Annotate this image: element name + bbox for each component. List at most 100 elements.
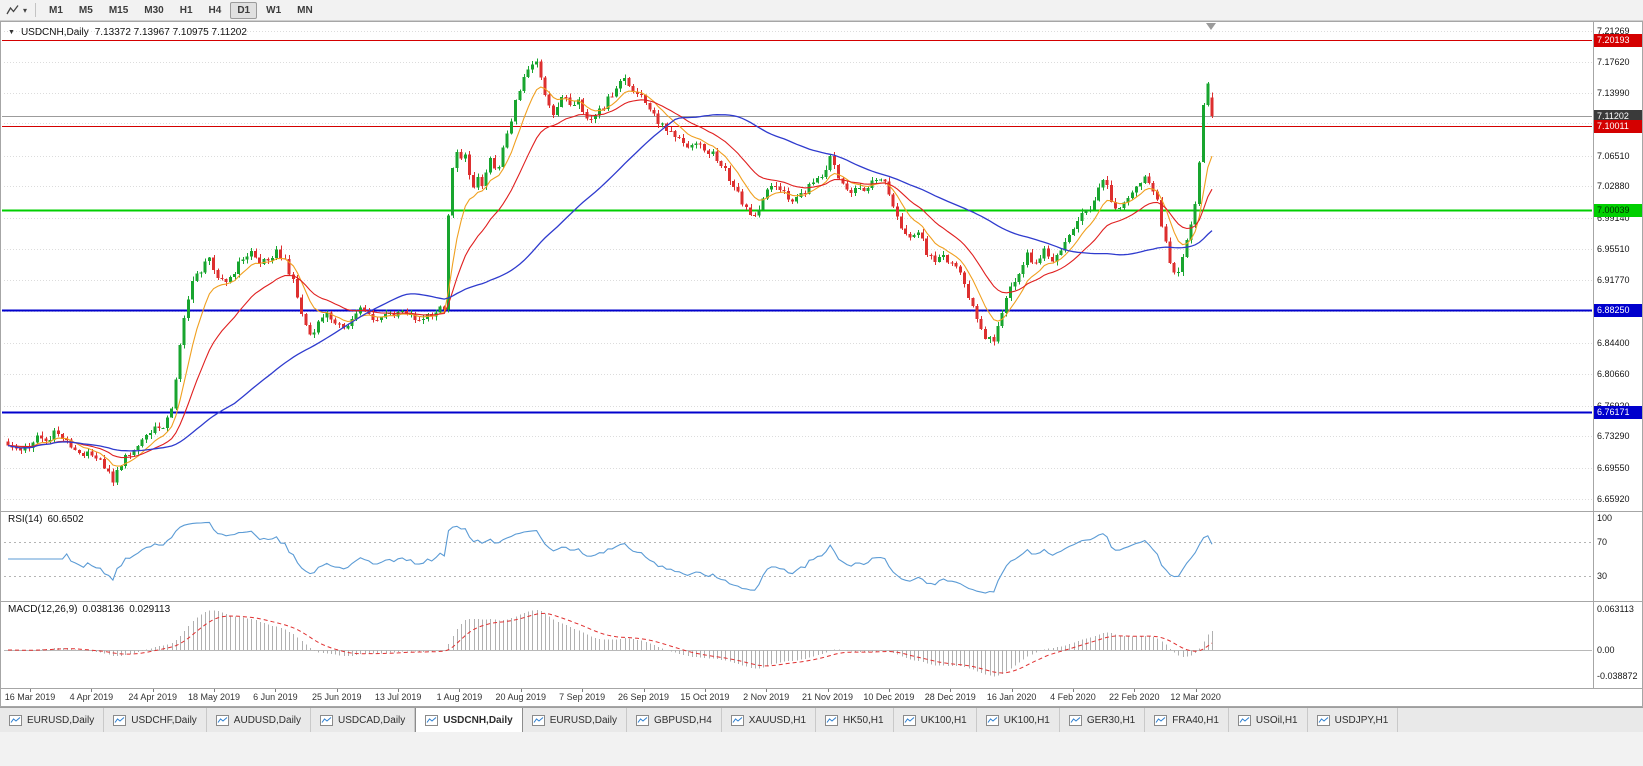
mini-chart-icon <box>1154 714 1168 726</box>
price-axis-label: 6.99140 <box>1597 212 1630 223</box>
chart-tab-label: USOil,H1 <box>1255 714 1298 726</box>
price-axis-label: 7.21269 <box>1597 26 1630 36</box>
chart-title: ▼ USDCNH,Daily 7.13372 7.13967 7.10975 7… <box>8 27 247 38</box>
price-axis-label: 6.91770 <box>1597 275 1630 286</box>
chart-tab-eurusd-daily[interactable]: EURUSD,Daily <box>0 708 105 732</box>
chart-tab-usdcad-daily[interactable]: USDCAD,Daily <box>311 708 416 732</box>
chart-tab-label: GER30,H1 <box>1086 714 1136 726</box>
chart-tab-uk100-h1[interactable]: UK100,H1 <box>976 708 1060 732</box>
chart-tab-label: USDCHF,Daily <box>131 714 197 726</box>
timeframe-button-m30[interactable]: M30 <box>144 4 164 16</box>
timeframe-button-w1[interactable]: W1 <box>266 4 282 16</box>
chart-symbol-period: USDCNH,Daily <box>20 27 89 38</box>
chart-tab-usoil-h1[interactable]: USOil,H1 <box>1228 708 1308 732</box>
date-axis-label: 13 Jul 2019 <box>374 692 422 702</box>
mini-chart-icon <box>730 714 744 726</box>
chart-tab-bar: EURUSD,Daily USDCHF,Daily AUDUSD,Daily USDC… <box>0 707 1643 732</box>
chart-tab-hk50-h1[interactable]: HK50,H1 <box>816 708 894 732</box>
mini-chart-icon <box>113 714 127 726</box>
price-level-badge: 6.76171 <box>1594 405 1642 419</box>
chart-tab-label: EURUSD,Daily <box>549 714 617 726</box>
price-level-badge: 7.10011 <box>1594 119 1642 133</box>
timeframe-button-h4[interactable]: H4 <box>208 4 222 16</box>
chart-window[interactable] <box>0 21 1643 707</box>
timeframe-button-m15[interactable]: M15 <box>108 4 129 16</box>
chart-tab-xauusd-h1[interactable]: XAUUSD,H1 <box>721 708 817 732</box>
rsi-axis-label: 100 <box>1597 513 1613 523</box>
timeframe-button-m1[interactable]: M1 <box>49 4 63 16</box>
date-axis-label: 20 Aug 2019 <box>495 692 547 702</box>
chart-ohlc-values: 7.13372 7.13967 7.10975 7.11202 <box>94 27 247 38</box>
mini-chart-icon <box>425 714 439 726</box>
mini-chart-icon <box>1068 714 1082 726</box>
date-axis-label: 4 Apr 2019 <box>69 692 114 702</box>
mini-chart-icon <box>1237 714 1251 726</box>
chart-tab-label: UK100,H1 <box>920 714 967 726</box>
chart-tab-usdchf-daily[interactable]: USDCHF,Daily <box>104 708 207 732</box>
date-axis-label: 25 Jun 2019 <box>311 692 362 702</box>
date-axis-label: 10 Dec 2019 <box>863 692 915 702</box>
chart-tab-eurusd-daily[interactable]: EURUSD,Daily <box>522 708 627 732</box>
mini-chart-icon <box>215 714 229 726</box>
chart-tab-label: USDCNH,Daily <box>443 714 513 726</box>
rsi-indicator-label: RSI(14) 60.6502 <box>8 514 84 525</box>
date-axis-label: 7 Sep 2019 <box>559 692 606 702</box>
timeframe-button-h1[interactable]: H1 <box>179 4 193 16</box>
macd-signal-value: 0.029113 <box>129 604 171 615</box>
price-axis-label: 7.06510 <box>1597 150 1630 161</box>
chart-tab-label: XAUUSD,H1 <box>748 714 807 726</box>
macd-axis-label: 0.063113 <box>1597 604 1634 614</box>
chart-type-dropdown-icon[interactable]: ▾ <box>23 5 28 15</box>
price-axis-label: 6.95510 <box>1597 243 1630 254</box>
mini-chart-icon <box>902 714 916 726</box>
chart-tab-usdjpy-h1[interactable]: USDJPY,H1 <box>1307 708 1399 732</box>
date-axis-label: 22 Feb 2020 <box>1109 692 1160 702</box>
timeframe-button-mn[interactable]: MN <box>297 4 313 16</box>
date-axis-label: 12 Mar 2020 <box>1170 692 1221 702</box>
toolbar-separator <box>35 3 37 17</box>
mini-chart-icon <box>9 714 22 726</box>
chart-tab-gbpusd-h4[interactable]: GBPUSD,H4 <box>626 708 722 732</box>
date-axis-label: 24 Apr 2019 <box>128 692 177 702</box>
date-axis-label: 15 Oct 2019 <box>680 692 730 702</box>
rsi-value: 60.6502 <box>47 514 84 525</box>
rsi-axis-label: 70 <box>1597 537 1608 548</box>
symbol-dropdown-icon[interactable]: ▼ <box>8 29 15 36</box>
chart-tab-label: GBPUSD,H4 <box>653 714 712 726</box>
date-axis-label: 4 Feb 2020 <box>1050 692 1096 702</box>
mini-chart-icon <box>320 714 334 726</box>
timeframe-toolbar: M1 M5 M15 M30 H1 H4 D1 W1 MN <box>41 1 321 19</box>
date-axis-label: 21 Nov 2019 <box>802 692 854 702</box>
chart-tab-uk100-h1[interactable]: UK100,H1 <box>893 708 977 732</box>
price-axis-label: 7.17620 <box>1597 56 1630 67</box>
mini-chart-icon <box>531 714 545 726</box>
macd-name: MACD(12,26,9) <box>8 604 78 615</box>
chart-tab-label: HK50,H1 <box>843 714 884 726</box>
chart-tab-usdcnh-daily[interactable]: USDCNH,Daily <box>415 708 523 732</box>
timeframe-button-m5[interactable]: M5 <box>78 4 93 16</box>
macd-axis-label: 0.00 <box>1597 645 1615 655</box>
mini-chart-icon <box>1316 714 1330 726</box>
chart-tab-label: FRA40,H1 <box>1172 714 1219 726</box>
chart-tab-label: AUDUSD,Daily <box>233 714 302 726</box>
rsi-axis-label: 30 <box>1597 570 1608 581</box>
chart-tab-fra40-h1[interactable]: FRA40,H1 <box>1145 708 1229 732</box>
price-axis-label: 6.65920 <box>1597 493 1630 504</box>
price-axis-label: 6.84400 <box>1597 337 1630 348</box>
chart-tab-audusd-daily[interactable]: AUDUSD,Daily <box>206 708 312 732</box>
macd-indicator-label: MACD(12,26,9) 0.038136 0.029113 <box>8 604 170 615</box>
chart-tab-ger30-h1[interactable]: GER30,H1 <box>1059 708 1146 732</box>
chart-tab-label: USDCAD,Daily <box>338 714 406 726</box>
chart-tab-label: USDJPY,H1 <box>1334 714 1389 726</box>
timeframe-button-d1[interactable]: D1 <box>230 1 258 19</box>
price-axis-label: 6.80660 <box>1597 369 1630 380</box>
date-axis-label: 1 Aug 2019 <box>436 692 483 702</box>
top-toolbar: ▾ M1 M5 M15 M30 H1 H4 D1 W1 MN <box>0 0 1643 21</box>
chart-type-icon[interactable] <box>4 3 22 17</box>
price-level-badge: 7.00039 <box>1594 203 1642 217</box>
date-axis-label: 28 Dec 2019 <box>924 692 976 702</box>
price-level-badge: 7.20193 <box>1594 33 1642 47</box>
date-axis-label: 18 May 2019 <box>188 692 241 702</box>
date-axis-label: 2 Nov 2019 <box>743 692 790 702</box>
macd-axis-label: -0.038872 <box>1597 671 1638 682</box>
